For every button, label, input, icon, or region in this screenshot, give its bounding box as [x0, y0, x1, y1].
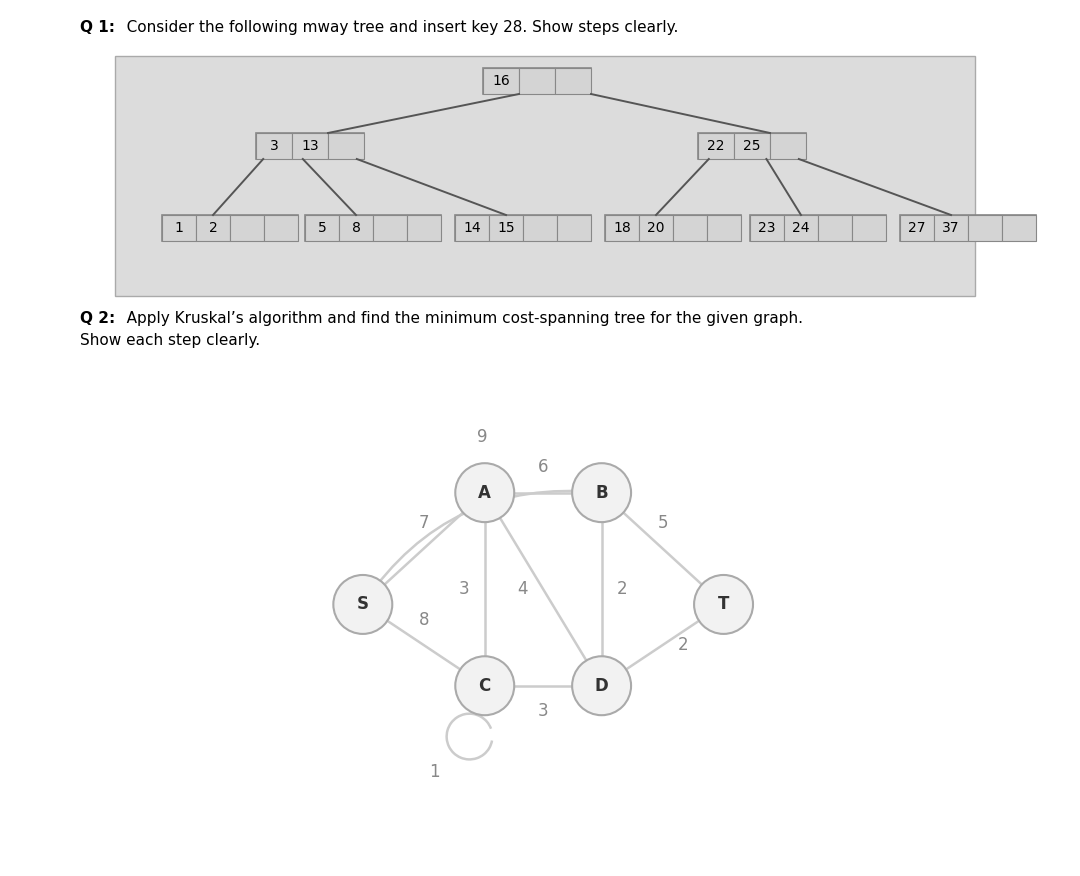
FancyBboxPatch shape	[698, 133, 734, 159]
FancyBboxPatch shape	[1002, 215, 1036, 241]
FancyBboxPatch shape	[605, 215, 639, 241]
Text: 7: 7	[419, 514, 429, 532]
Text: 27: 27	[908, 221, 926, 235]
Circle shape	[572, 656, 631, 715]
Text: 3: 3	[538, 703, 549, 720]
FancyBboxPatch shape	[256, 133, 292, 159]
Text: 13: 13	[301, 139, 319, 153]
FancyBboxPatch shape	[407, 215, 441, 241]
FancyBboxPatch shape	[750, 215, 784, 241]
FancyBboxPatch shape	[673, 215, 707, 241]
FancyBboxPatch shape	[230, 215, 264, 241]
Text: Q 2:: Q 2:	[80, 311, 116, 326]
FancyBboxPatch shape	[292, 133, 328, 159]
FancyBboxPatch shape	[734, 133, 770, 159]
FancyBboxPatch shape	[968, 215, 1002, 241]
Circle shape	[694, 575, 753, 634]
Text: 23: 23	[758, 221, 775, 235]
FancyBboxPatch shape	[605, 215, 741, 241]
Text: 1: 1	[175, 221, 184, 235]
FancyBboxPatch shape	[698, 133, 806, 159]
FancyBboxPatch shape	[305, 215, 441, 241]
Text: 15: 15	[497, 221, 515, 235]
Text: A: A	[478, 484, 491, 502]
Text: 1: 1	[429, 763, 440, 781]
Text: 2: 2	[677, 636, 688, 654]
FancyBboxPatch shape	[852, 215, 886, 241]
Text: 14: 14	[463, 221, 481, 235]
FancyBboxPatch shape	[557, 215, 591, 241]
FancyBboxPatch shape	[900, 215, 1036, 241]
Text: 4: 4	[517, 580, 528, 598]
Text: S: S	[356, 596, 368, 613]
FancyBboxPatch shape	[162, 215, 195, 241]
FancyBboxPatch shape	[264, 215, 298, 241]
Text: 2: 2	[208, 221, 217, 235]
Text: 3: 3	[459, 580, 470, 598]
FancyBboxPatch shape	[770, 133, 806, 159]
FancyBboxPatch shape	[114, 56, 975, 296]
FancyBboxPatch shape	[934, 215, 968, 241]
FancyBboxPatch shape	[519, 68, 555, 94]
FancyBboxPatch shape	[328, 133, 364, 159]
Text: 22: 22	[707, 139, 725, 153]
Circle shape	[456, 463, 514, 522]
FancyBboxPatch shape	[818, 215, 852, 241]
FancyBboxPatch shape	[707, 215, 741, 241]
FancyBboxPatch shape	[256, 133, 364, 159]
FancyBboxPatch shape	[750, 215, 886, 241]
Text: 25: 25	[743, 139, 760, 153]
FancyBboxPatch shape	[339, 215, 373, 241]
FancyBboxPatch shape	[195, 215, 230, 241]
FancyBboxPatch shape	[489, 215, 523, 241]
Text: B: B	[595, 484, 608, 502]
Text: Q 1:: Q 1:	[80, 20, 114, 35]
Text: Consider the following mway tree and insert key 28. Show steps clearly.: Consider the following mway tree and ins…	[112, 20, 678, 35]
Circle shape	[456, 656, 514, 715]
Text: 5: 5	[318, 221, 326, 235]
FancyBboxPatch shape	[483, 68, 591, 94]
Text: D: D	[595, 677, 608, 695]
Text: 6: 6	[538, 458, 549, 477]
Text: 8: 8	[352, 221, 361, 235]
Text: 20: 20	[647, 221, 665, 235]
FancyBboxPatch shape	[900, 215, 934, 241]
FancyBboxPatch shape	[784, 215, 818, 241]
Text: 9: 9	[477, 427, 487, 446]
Text: 16: 16	[492, 74, 510, 88]
FancyBboxPatch shape	[455, 215, 489, 241]
Text: 5: 5	[658, 514, 667, 532]
FancyBboxPatch shape	[483, 68, 519, 94]
FancyBboxPatch shape	[523, 215, 557, 241]
Text: 37: 37	[942, 221, 960, 235]
Text: 8: 8	[419, 611, 429, 629]
FancyBboxPatch shape	[455, 215, 591, 241]
FancyBboxPatch shape	[639, 215, 673, 241]
Text: T: T	[718, 596, 729, 613]
Text: C: C	[478, 677, 491, 695]
Circle shape	[572, 463, 631, 522]
Text: 3: 3	[270, 139, 279, 153]
Text: 18: 18	[613, 221, 631, 235]
Text: Show each step clearly.: Show each step clearly.	[80, 333, 260, 348]
FancyBboxPatch shape	[305, 215, 339, 241]
FancyBboxPatch shape	[373, 215, 407, 241]
FancyBboxPatch shape	[162, 215, 298, 241]
FancyBboxPatch shape	[555, 68, 591, 94]
Text: 2: 2	[617, 580, 627, 598]
Text: 24: 24	[793, 221, 810, 235]
Text: Apply Kruskal’s algorithm and find the minimum cost-spanning tree for the given : Apply Kruskal’s algorithm and find the m…	[112, 311, 804, 326]
Circle shape	[334, 575, 392, 634]
